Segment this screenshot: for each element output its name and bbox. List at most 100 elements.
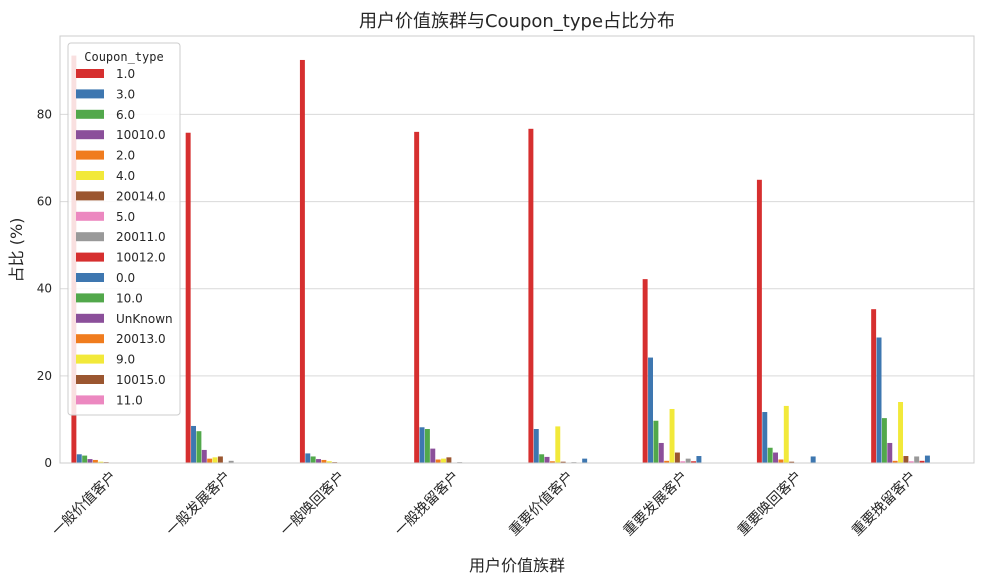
bar [685,458,691,463]
y-tick-label: 40 [37,282,52,296]
bar [914,456,920,463]
plot-area [60,36,974,463]
legend-swatch [76,293,104,303]
y-tick-label: 20 [37,369,52,383]
bar [549,461,555,463]
bar [299,59,305,464]
bar [212,457,218,463]
bar [441,458,447,463]
legend-swatch [76,375,104,384]
legend-swatch [76,395,104,405]
bar [419,427,425,463]
legend-label: UnKnown [116,312,173,326]
bar [887,442,893,463]
bar [98,461,104,463]
bar [881,418,887,463]
bar [876,337,882,463]
bar [228,460,234,463]
bar [778,459,784,463]
legend-swatch [76,109,104,119]
legend-swatch [76,273,104,282]
legend-label: 11.0 [116,393,143,407]
plot-frame [59,35,975,464]
bar [892,460,898,463]
bar [528,128,534,463]
legend-swatch [76,150,104,160]
legend-swatch [76,334,104,344]
legend-label: 10010.0 [116,128,166,142]
bar [756,179,762,464]
x-axis-label: 用户价值族群 [469,556,565,575]
bar [316,459,321,463]
bar [903,456,909,463]
bar [898,402,904,463]
legend-label: 5.0 [116,210,135,224]
bar [767,447,773,463]
legend: Coupon_type 1.0 3.0 6.0 10010.0 2.0 4.0 20014.… [67,42,181,416]
bar [908,461,914,463]
legend-swatch [76,89,104,99]
bar [201,449,207,463]
bar [871,309,877,463]
bar [783,405,789,463]
bar [539,454,545,463]
bar [544,456,550,463]
y-tick-label: 60 [37,195,52,209]
legend-label: 20011.0 [116,230,166,244]
bar [582,458,588,463]
legend-label: 10012.0 [116,251,166,265]
bar [680,461,686,463]
bar [653,420,659,463]
legend-label: 4.0 [116,169,135,183]
bar [185,132,191,464]
legend-label: 3.0 [116,87,135,101]
bar [691,461,697,463]
legend-swatch [76,69,104,78]
bar [919,460,925,463]
bar [560,461,566,463]
bar [310,456,316,463]
bar [696,456,702,463]
bar [207,458,213,463]
bar [674,452,680,463]
bar [196,431,202,463]
legend-label: 6.0 [116,108,135,122]
legend-swatch [76,130,104,140]
legend-swatch [76,191,104,201]
bar [305,453,311,463]
bar [191,425,196,463]
legend-swatch [76,252,104,262]
bar [82,455,88,463]
legend-swatch [76,171,104,180]
y-tick-label: 80 [37,107,52,121]
bar [424,429,430,463]
y-tick-label: 0 [44,456,52,470]
legend-label: 10.0 [116,291,143,305]
bar [76,454,82,463]
bar [773,452,778,463]
bar [658,442,664,463]
bar [435,459,441,463]
legend-label: 9.0 [116,353,135,367]
chart-title: 用户价值族群与Coupon_type占比分布 [359,11,675,32]
bar [87,459,93,463]
bar [924,455,930,463]
bar [789,461,795,463]
bar [762,412,768,463]
bar [642,279,648,463]
bar [414,131,420,464]
legend-label: 1.0 [116,67,135,81]
bar [217,456,223,463]
bar [321,459,327,463]
bar [533,429,539,463]
legend-label: 0.0 [116,271,135,285]
bar [648,357,653,463]
bar [430,448,436,463]
bar [669,408,675,463]
y-axis-label: 占比 (%) [7,218,26,283]
bar [555,426,561,463]
legend-label: 2.0 [116,149,135,163]
y-tick-labels: 0 20 40 60 80 [37,107,52,470]
bar [664,460,670,463]
